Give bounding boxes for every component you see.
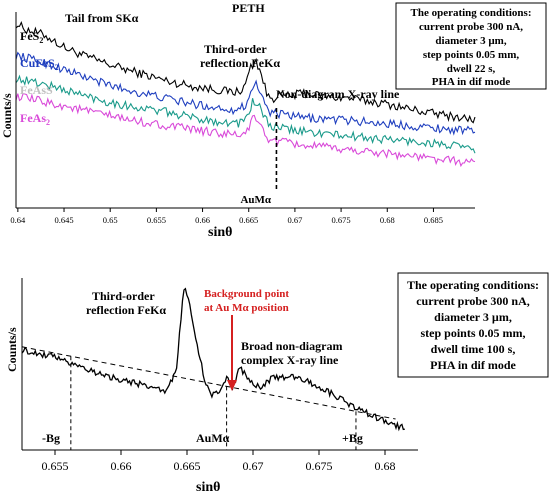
top-series-line	[15, 92, 476, 168]
bottom-x-axis-title: sinθ	[196, 480, 220, 495]
top-tick-group: 0.64 0.645 0.65 0.655 0.66 0.665 0.67 0.675 0.68…	[10, 208, 443, 225]
bottom-annotation-reflection: reflection FeKα	[86, 303, 166, 317]
bottom-x-tick-label: 0.66	[111, 459, 132, 473]
bottom-annotation-broad: Broad non-diagram	[241, 339, 342, 353]
background-dashed-line	[21, 346, 396, 420]
top-conditions-line: dwell 22 s,	[447, 63, 496, 75]
top-conditions-line: diameter 3 µm,	[435, 35, 506, 47]
top-series-labels: FeS2 CuFeS2 FeAsS FeAs2	[20, 29, 59, 127]
bottom-aumalpha-label: AuMα	[196, 431, 230, 445]
bottom-x-tick-label: 0.67	[243, 459, 264, 473]
top-series-line	[15, 21, 476, 124]
top-chart-title: PETH	[232, 1, 265, 15]
bottom-conditions-line: diameter 3 µm,	[434, 310, 512, 324]
top-x-tick-label: 0.66	[195, 215, 210, 225]
top-conditions-line: PHA in dif mode	[432, 76, 511, 88]
top-series-label: FeS2	[20, 29, 43, 45]
top-aumalpha-label: AuMα	[240, 194, 271, 206]
top-x-tick-label: 0.645	[54, 215, 73, 225]
bottom-conditions-line: dwell time 100 s,	[431, 342, 516, 356]
bottom-series-group	[21, 287, 405, 432]
top-conditions-box: The operating conditions: current probe …	[395, 2, 547, 90]
bottom-y-axis-title: Counts/s	[5, 327, 19, 372]
top-x-tick-label: 0.685	[424, 215, 443, 225]
top-annotation-non-diagram: Non-diagram X-ray line	[276, 87, 400, 101]
bottom-plus-bg-label: +Bg	[342, 431, 363, 445]
top-annotation-third-order: Third-order	[204, 42, 267, 56]
bottom-conditions-frame	[397, 272, 549, 378]
top-series-line	[15, 74, 476, 154]
bottom-annotation-third-order: Third-order	[92, 289, 155, 303]
top-conditions-line: current probe 300 nA,	[419, 21, 523, 33]
bottom-guide-group	[21, 346, 396, 450]
bottom-x-tick-label: 0.675	[306, 459, 333, 473]
top-x-tick-label: 0.64	[10, 215, 26, 225]
bottom-x-tick-label: 0.68	[375, 459, 396, 473]
top-series-line	[15, 51, 476, 136]
top-x-axis-title: sinθ	[208, 225, 232, 240]
bottom-conditions-line: PHA in dif mode	[430, 358, 516, 372]
bottom-series-line	[21, 287, 405, 432]
bottom-conditions-line: current probe 300 nA,	[416, 294, 530, 308]
top-x-tick-label: 0.68	[380, 215, 395, 225]
bottom-conditions-line: The operating conditions:	[407, 278, 539, 292]
top-conditions-frame	[395, 2, 547, 90]
bottom-chart: 0.655 0.66 0.665 0.67 0.675 0.68 sinθ Counts/…	[5, 272, 549, 495]
background-point-arrowhead	[227, 380, 237, 391]
top-y-axis-title: Counts/s	[0, 93, 14, 138]
bottom-minus-bg-label: -Bg	[42, 431, 60, 445]
top-annotation-reflection: reflection FeKα	[200, 56, 280, 70]
bottom-annotation-complex: complex X-ray line	[241, 353, 339, 367]
top-annotation-tail: Tail from SKα	[65, 11, 139, 25]
top-x-tick-label: 0.665	[239, 215, 258, 225]
bottom-conditions-line: step points 0.05 mm,	[420, 326, 525, 340]
top-x-tick-label: 0.65	[103, 215, 118, 225]
top-conditions-line: step points 0.05 mm,	[423, 49, 520, 61]
top-chart: 0.64 0.645 0.65 0.655 0.66 0.665 0.67 0.675 0.68…	[0, 1, 547, 240]
bottom-x-tick-label: 0.665	[174, 459, 201, 473]
top-series-label: FeAs2	[20, 111, 50, 127]
top-series-label: CuFeS2	[20, 56, 59, 72]
top-conditions-line: The operating conditions:	[410, 7, 531, 19]
top-x-tick-label: 0.655	[147, 215, 166, 225]
top-series-group	[15, 21, 476, 190]
bottom-x-tick-label: 0.655	[42, 459, 69, 473]
bottom-conditions-box: The operating conditions: current probe …	[397, 272, 549, 378]
bottom-annotation-au-position: at Au Mα position	[204, 302, 289, 314]
bottom-tick-group: 0.655 0.66 0.665 0.67 0.675 0.68	[42, 450, 396, 473]
top-series-label: FeAsS	[20, 83, 53, 97]
top-x-tick-label: 0.67	[287, 215, 302, 225]
top-x-tick-label: 0.675	[332, 215, 351, 225]
bottom-annotation-background-point: Background point	[204, 288, 289, 300]
